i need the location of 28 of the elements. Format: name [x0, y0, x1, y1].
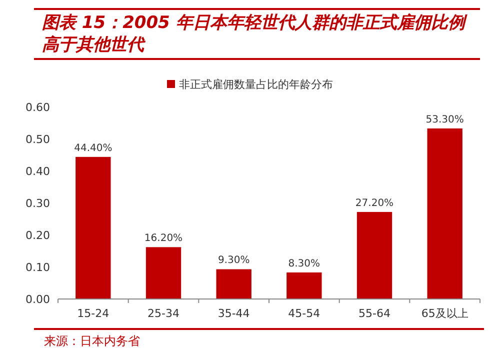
x-tick-label: 15-24	[77, 307, 110, 320]
x-tick-label: 35-44	[218, 307, 250, 320]
y-tick-label: 0.00	[26, 293, 50, 306]
y-tick-label: 0.20	[26, 229, 50, 242]
source-note: 来源：日本内务省	[34, 328, 484, 353]
bar	[76, 156, 111, 299]
y-tick-label: 0.30	[26, 197, 50, 210]
y-tick-label: 0.40	[26, 165, 50, 178]
data-label: 9.30%	[218, 255, 250, 266]
legend: 非正式雇佣数量占比的年龄分布	[167, 78, 333, 91]
data-label: 27.20%	[355, 198, 394, 209]
bar	[216, 269, 252, 299]
data-label: 44.40%	[74, 142, 112, 154]
x-tick-label: 45-54	[288, 307, 320, 320]
bar	[146, 247, 182, 299]
data-label: 8.30%	[288, 258, 320, 270]
data-label: 53.30%	[426, 114, 464, 126]
y-tick-label: 0.10	[26, 261, 50, 274]
x-tick-label: 55-64	[358, 307, 390, 320]
title: 图表 15：2005 年日本年轻世代人群的非正式雇佣比例高于其他世代	[34, 8, 480, 60]
y-tick-label: 0.60	[26, 101, 50, 114]
data-label: 16.20%	[144, 233, 183, 244]
bar	[356, 212, 392, 299]
x-tick-label: 25-34	[148, 307, 180, 320]
x-tick-label: 65及以上	[421, 307, 468, 320]
bar	[427, 128, 462, 299]
y-tick-label: 0.50	[26, 133, 50, 146]
bar	[286, 272, 322, 299]
